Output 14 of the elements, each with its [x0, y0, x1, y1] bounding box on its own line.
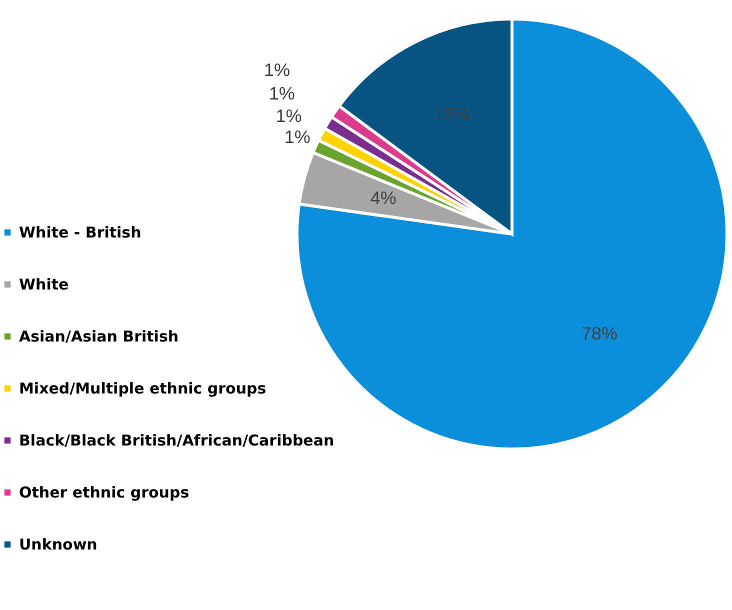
data-label: 4% [370, 188, 396, 208]
legend-label: Unknown [19, 536, 98, 554]
legend-label: White - British [19, 224, 142, 242]
legend-label: Black/Black British/African/Caribbean [19, 432, 334, 450]
data-label: 1% [284, 127, 310, 148]
data-label: 1% [276, 106, 302, 126]
data-label: 1% [264, 60, 290, 80]
data-label: 78% [581, 324, 618, 344]
legend-label: Mixed/Multiple ethnic groups [19, 380, 266, 398]
legend-label: Other ethnic groups [19, 484, 190, 502]
data-label: 15% [434, 104, 470, 124]
legend-label: White [19, 276, 69, 294]
legend-label: Asian/Asian British [19, 328, 179, 346]
data-label: 1% [268, 84, 295, 104]
